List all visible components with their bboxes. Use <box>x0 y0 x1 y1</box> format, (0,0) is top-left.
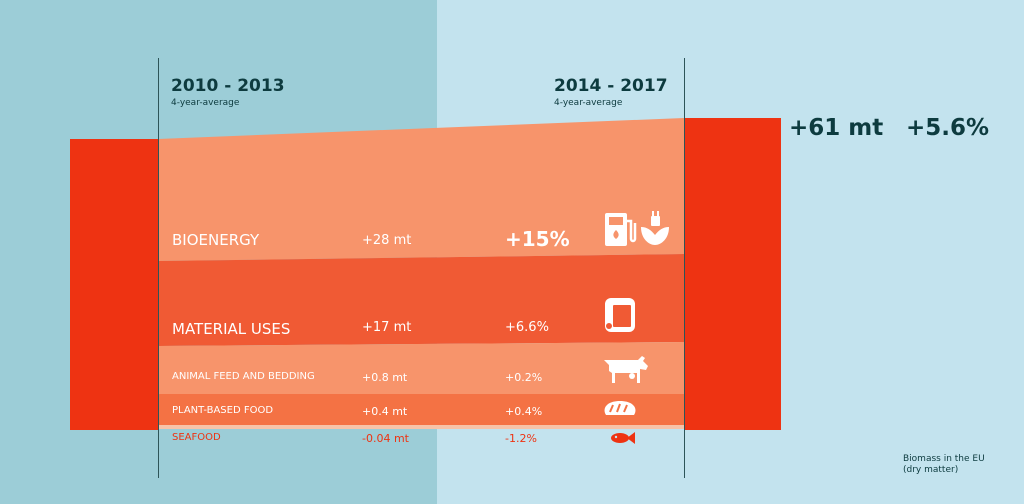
fuel-pump-and-plug-icons <box>605 211 669 246</box>
band-plant-based-food <box>158 394 684 425</box>
period-1-sublabel: 4-year-average <box>171 98 240 108</box>
period-1-label: 2010 - 2013 <box>171 76 285 96</box>
band-material-uses <box>158 254 684 346</box>
total-bar-2014-2017 <box>684 118 781 430</box>
change-mt-label: +28 mt <box>362 233 412 248</box>
category-label: ANIMAL FEED AND BEDDING <box>172 371 315 382</box>
band-bioenergy <box>158 118 684 261</box>
period-2-sublabel: 4-year-average <box>554 98 623 108</box>
fish-icon <box>611 432 635 444</box>
period-2-divider <box>684 58 685 478</box>
change-mt-label: +17 mt <box>362 320 412 335</box>
period-1-header: 2010 - 2013 4-year-average <box>171 76 285 108</box>
note-line-1: Biomass in the EU <box>903 454 985 464</box>
band-seafood <box>158 425 684 429</box>
total-bar-2010-2013 <box>70 139 158 430</box>
change-mt-label: -0.04 mt <box>362 432 409 445</box>
period-2-header: 2014 - 2017 4-year-average <box>554 76 668 108</box>
paper-roll-icon <box>605 298 635 332</box>
cow-icon <box>604 356 648 383</box>
period-1-divider <box>158 58 159 478</box>
change-pct-label: +0.2% <box>505 371 543 384</box>
total-change-mt: +61 mt <box>789 115 884 141</box>
change-pct-label: +0.4% <box>505 405 543 418</box>
bread-icon <box>604 401 636 415</box>
category-label: SEAFOOD <box>172 432 221 443</box>
change-pct-label: -1.2% <box>505 432 537 445</box>
note-line-2: (dry matter) <box>903 465 959 475</box>
total-change-pct: +5.6% <box>906 115 990 141</box>
fuel-pump-icon <box>605 213 637 246</box>
change-pct-label: +15% <box>505 227 570 251</box>
category-label: BIOENERGY <box>172 231 260 249</box>
band-animal-feed <box>158 342 684 394</box>
change-pct-label: +6.6% <box>505 320 549 335</box>
source-note: Biomass in the EU (dry matter) <box>903 454 985 476</box>
category-label: PLANT-BASED FOOD <box>172 405 274 416</box>
change-mt-label: +0.4 mt <box>362 405 408 418</box>
period-2-label: 2014 - 2017 <box>554 76 668 96</box>
plug-flower-icon <box>641 211 669 245</box>
category-label: MATERIAL USES <box>172 320 291 338</box>
change-mt-label: +0.8 mt <box>362 371 408 384</box>
